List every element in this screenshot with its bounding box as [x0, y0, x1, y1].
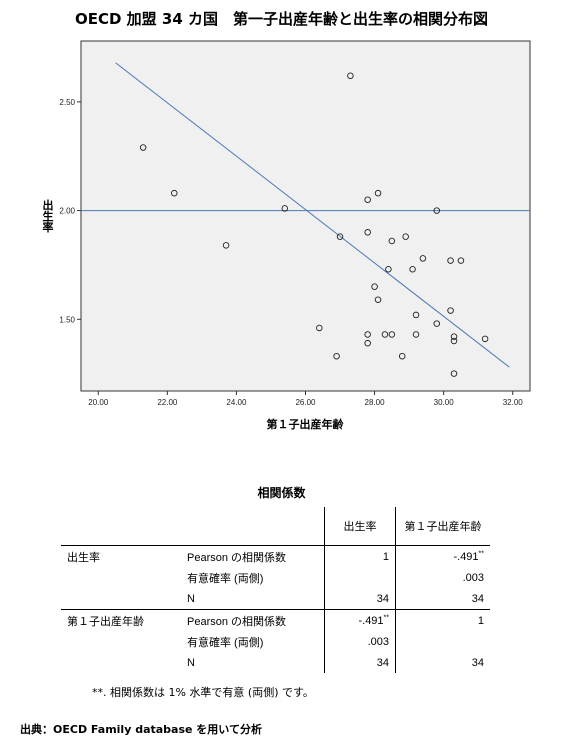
scatter-point	[364, 196, 371, 203]
x-tick-label: 30.00	[434, 398, 455, 407]
table-header-row: 出生率 第１子出産年齢	[61, 507, 490, 546]
source-note: 出典：OECD Family database を用いて分析	[20, 723, 262, 736]
scatter-chart: 20.00 22.00 24.00 26.00 28.00 30.00 32.00 1.50 2…	[41, 40, 531, 431]
scatter-point	[433, 207, 440, 214]
scatter-point	[402, 233, 409, 240]
row-stat-label: N	[187, 592, 195, 605]
row-group-label	[61, 631, 181, 652]
scatter-point	[222, 242, 230, 249]
x-tick-label: 26.00	[295, 398, 316, 407]
scatter-point	[171, 189, 178, 197]
row-stat-label: Pearson の相関係数	[181, 609, 325, 631]
table-row: 出生率 Pearson の相関係数 1 -.491**	[61, 545, 490, 567]
scatter-point	[398, 352, 406, 360]
table-cell: 34	[324, 652, 396, 673]
scatter-point	[450, 370, 458, 377]
row-stat-label: N	[187, 656, 195, 669]
x-tick-label: 20.00	[88, 398, 109, 407]
correlation-table: 出生率 第１子出産年齢 出生率 Pearson の相関係数 1 -.491** …	[61, 507, 490, 673]
scatter-point	[412, 331, 420, 338]
scatter-point	[388, 331, 396, 338]
table-title: 相関係数	[257, 486, 306, 500]
scatter-point	[409, 266, 416, 273]
row-group-label: 第１子出産年齢	[61, 609, 181, 631]
x-axis-label: 第１子出産年齢	[267, 417, 345, 431]
scatter-point	[419, 255, 427, 262]
scatter-point	[316, 324, 323, 332]
row-group-label	[61, 588, 181, 610]
scatter-point	[364, 229, 371, 236]
y-tick-label: 1.50	[59, 315, 75, 324]
scatter-point	[388, 237, 396, 245]
x-tick-label: 24.00	[226, 398, 247, 407]
table-row: 有意確率 (両側) .003	[61, 567, 490, 588]
scatter-point	[447, 257, 454, 264]
scatter-point	[433, 320, 440, 327]
fit-line	[115, 62, 510, 368]
scatter-point	[374, 189, 382, 197]
page-title: OECD 加盟 34 カ国 第一子出産年齢と出生率の相関分布図	[74, 10, 488, 28]
table-cell: 34	[395, 588, 490, 610]
table-cell	[395, 631, 490, 652]
table-cell: 1	[395, 609, 490, 631]
row-group-label	[61, 567, 181, 588]
table-cell	[324, 567, 396, 588]
row-stat-label: 有意確率 (両側)	[187, 636, 264, 649]
y-tick-label: 2.00	[59, 207, 75, 216]
header-empty	[61, 507, 181, 546]
scatter-point	[374, 296, 382, 303]
scatter-point	[381, 331, 389, 338]
scatter-point	[281, 205, 289, 212]
column-header: 出生率	[324, 507, 396, 546]
table-row: N 34 34	[61, 652, 490, 673]
scatter-point	[385, 266, 392, 273]
table-row: 第１子出産年齢 Pearson の相関係数 -.491** 1	[61, 609, 490, 631]
row-group-label: 出生率	[61, 545, 181, 567]
column-header: 第１子出産年齢	[395, 507, 490, 546]
plot-area	[80, 40, 531, 392]
scatter-point	[364, 331, 371, 338]
scatter-point	[450, 333, 458, 340]
table-cell: .003	[324, 631, 396, 652]
table-cell: 34	[395, 652, 490, 673]
x-tick-label: 32.00	[503, 398, 524, 407]
scatter-point	[371, 283, 378, 290]
scatter-point	[139, 144, 147, 151]
scatter-point	[347, 72, 354, 80]
x-tick-label: 28.00	[365, 398, 386, 407]
scatter-point	[412, 311, 420, 319]
row-stat-label: Pearson の相関係数	[181, 545, 325, 567]
table-cell: -.491**	[395, 545, 490, 567]
row-group-label	[61, 652, 181, 673]
x-tick-label: 22.00	[157, 398, 178, 407]
scatter-point	[333, 352, 340, 360]
scatter-point	[457, 257, 465, 264]
scatter-point	[447, 307, 454, 314]
table-cell: .003	[395, 567, 490, 588]
table-row: 有意確率 (両側) .003	[61, 631, 490, 652]
table-cell: 1	[324, 545, 396, 567]
scatter-point	[336, 233, 344, 240]
scatter-point	[481, 335, 489, 343]
y-axis-label: 出生率	[41, 198, 54, 233]
y-tick-label: 2.50	[59, 98, 75, 107]
table-cell: 34	[324, 588, 396, 610]
row-stat-label: 有意確率 (両側)	[187, 572, 264, 585]
table-cell: -.491**	[324, 609, 396, 631]
table-row: N 34 34	[61, 588, 490, 610]
scatter-point	[364, 339, 371, 347]
table-footnote: **. 相関係数は 1% 水準で有意 (両側) です。	[92, 686, 314, 699]
scatter-point	[450, 337, 458, 345]
header-empty	[181, 507, 325, 546]
